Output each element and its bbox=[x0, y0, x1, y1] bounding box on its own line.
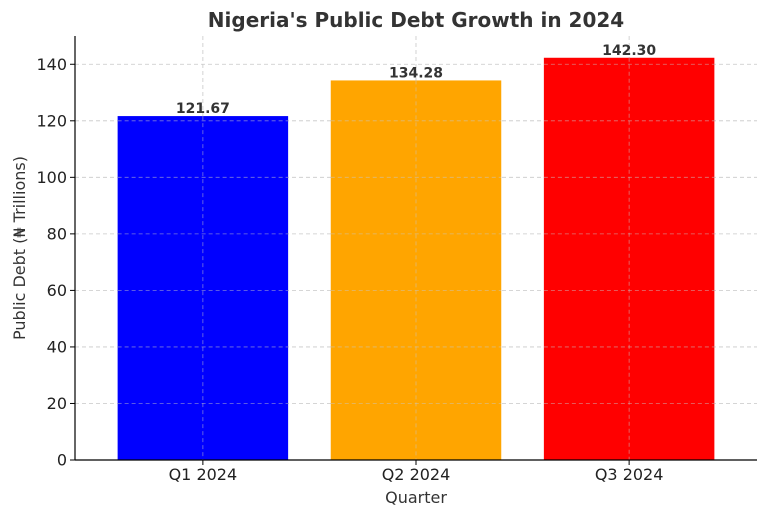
x-tick-label: Q2 2024 bbox=[382, 465, 451, 484]
y-tick-label: 0 bbox=[57, 451, 67, 470]
y-tick-label: 120 bbox=[36, 111, 67, 130]
x-tick-label: Q1 2024 bbox=[169, 465, 238, 484]
y-tick-label: 140 bbox=[36, 55, 67, 74]
axes: 0 20 40 60 80 100 120 140 Q1 2024 Q2 2024 Q3 2024 bbox=[36, 36, 757, 484]
data-label: 142.30 bbox=[602, 43, 656, 59]
y-tick-label: 60 bbox=[47, 281, 67, 300]
y-tick-label: 20 bbox=[47, 394, 67, 413]
bars bbox=[117, 57, 715, 461]
y-axis-label: Public Debt (₦ Trillions) bbox=[10, 156, 29, 340]
data-label: 134.28 bbox=[389, 65, 443, 81]
x-axis-label: Quarter bbox=[385, 488, 447, 507]
x-tick-label: Q3 2024 bbox=[595, 465, 664, 484]
data-label: 121.67 bbox=[176, 101, 230, 117]
y-tick-label: 100 bbox=[36, 168, 67, 187]
bar-q3-2024 bbox=[543, 57, 715, 461]
chart-title: Nigeria's Public Debt Growth in 2024 bbox=[208, 8, 624, 32]
data-labels: 121.67 134.28 142.30 bbox=[176, 43, 657, 117]
y-tick-label: 40 bbox=[47, 337, 67, 356]
y-tick-label: 80 bbox=[47, 224, 67, 243]
